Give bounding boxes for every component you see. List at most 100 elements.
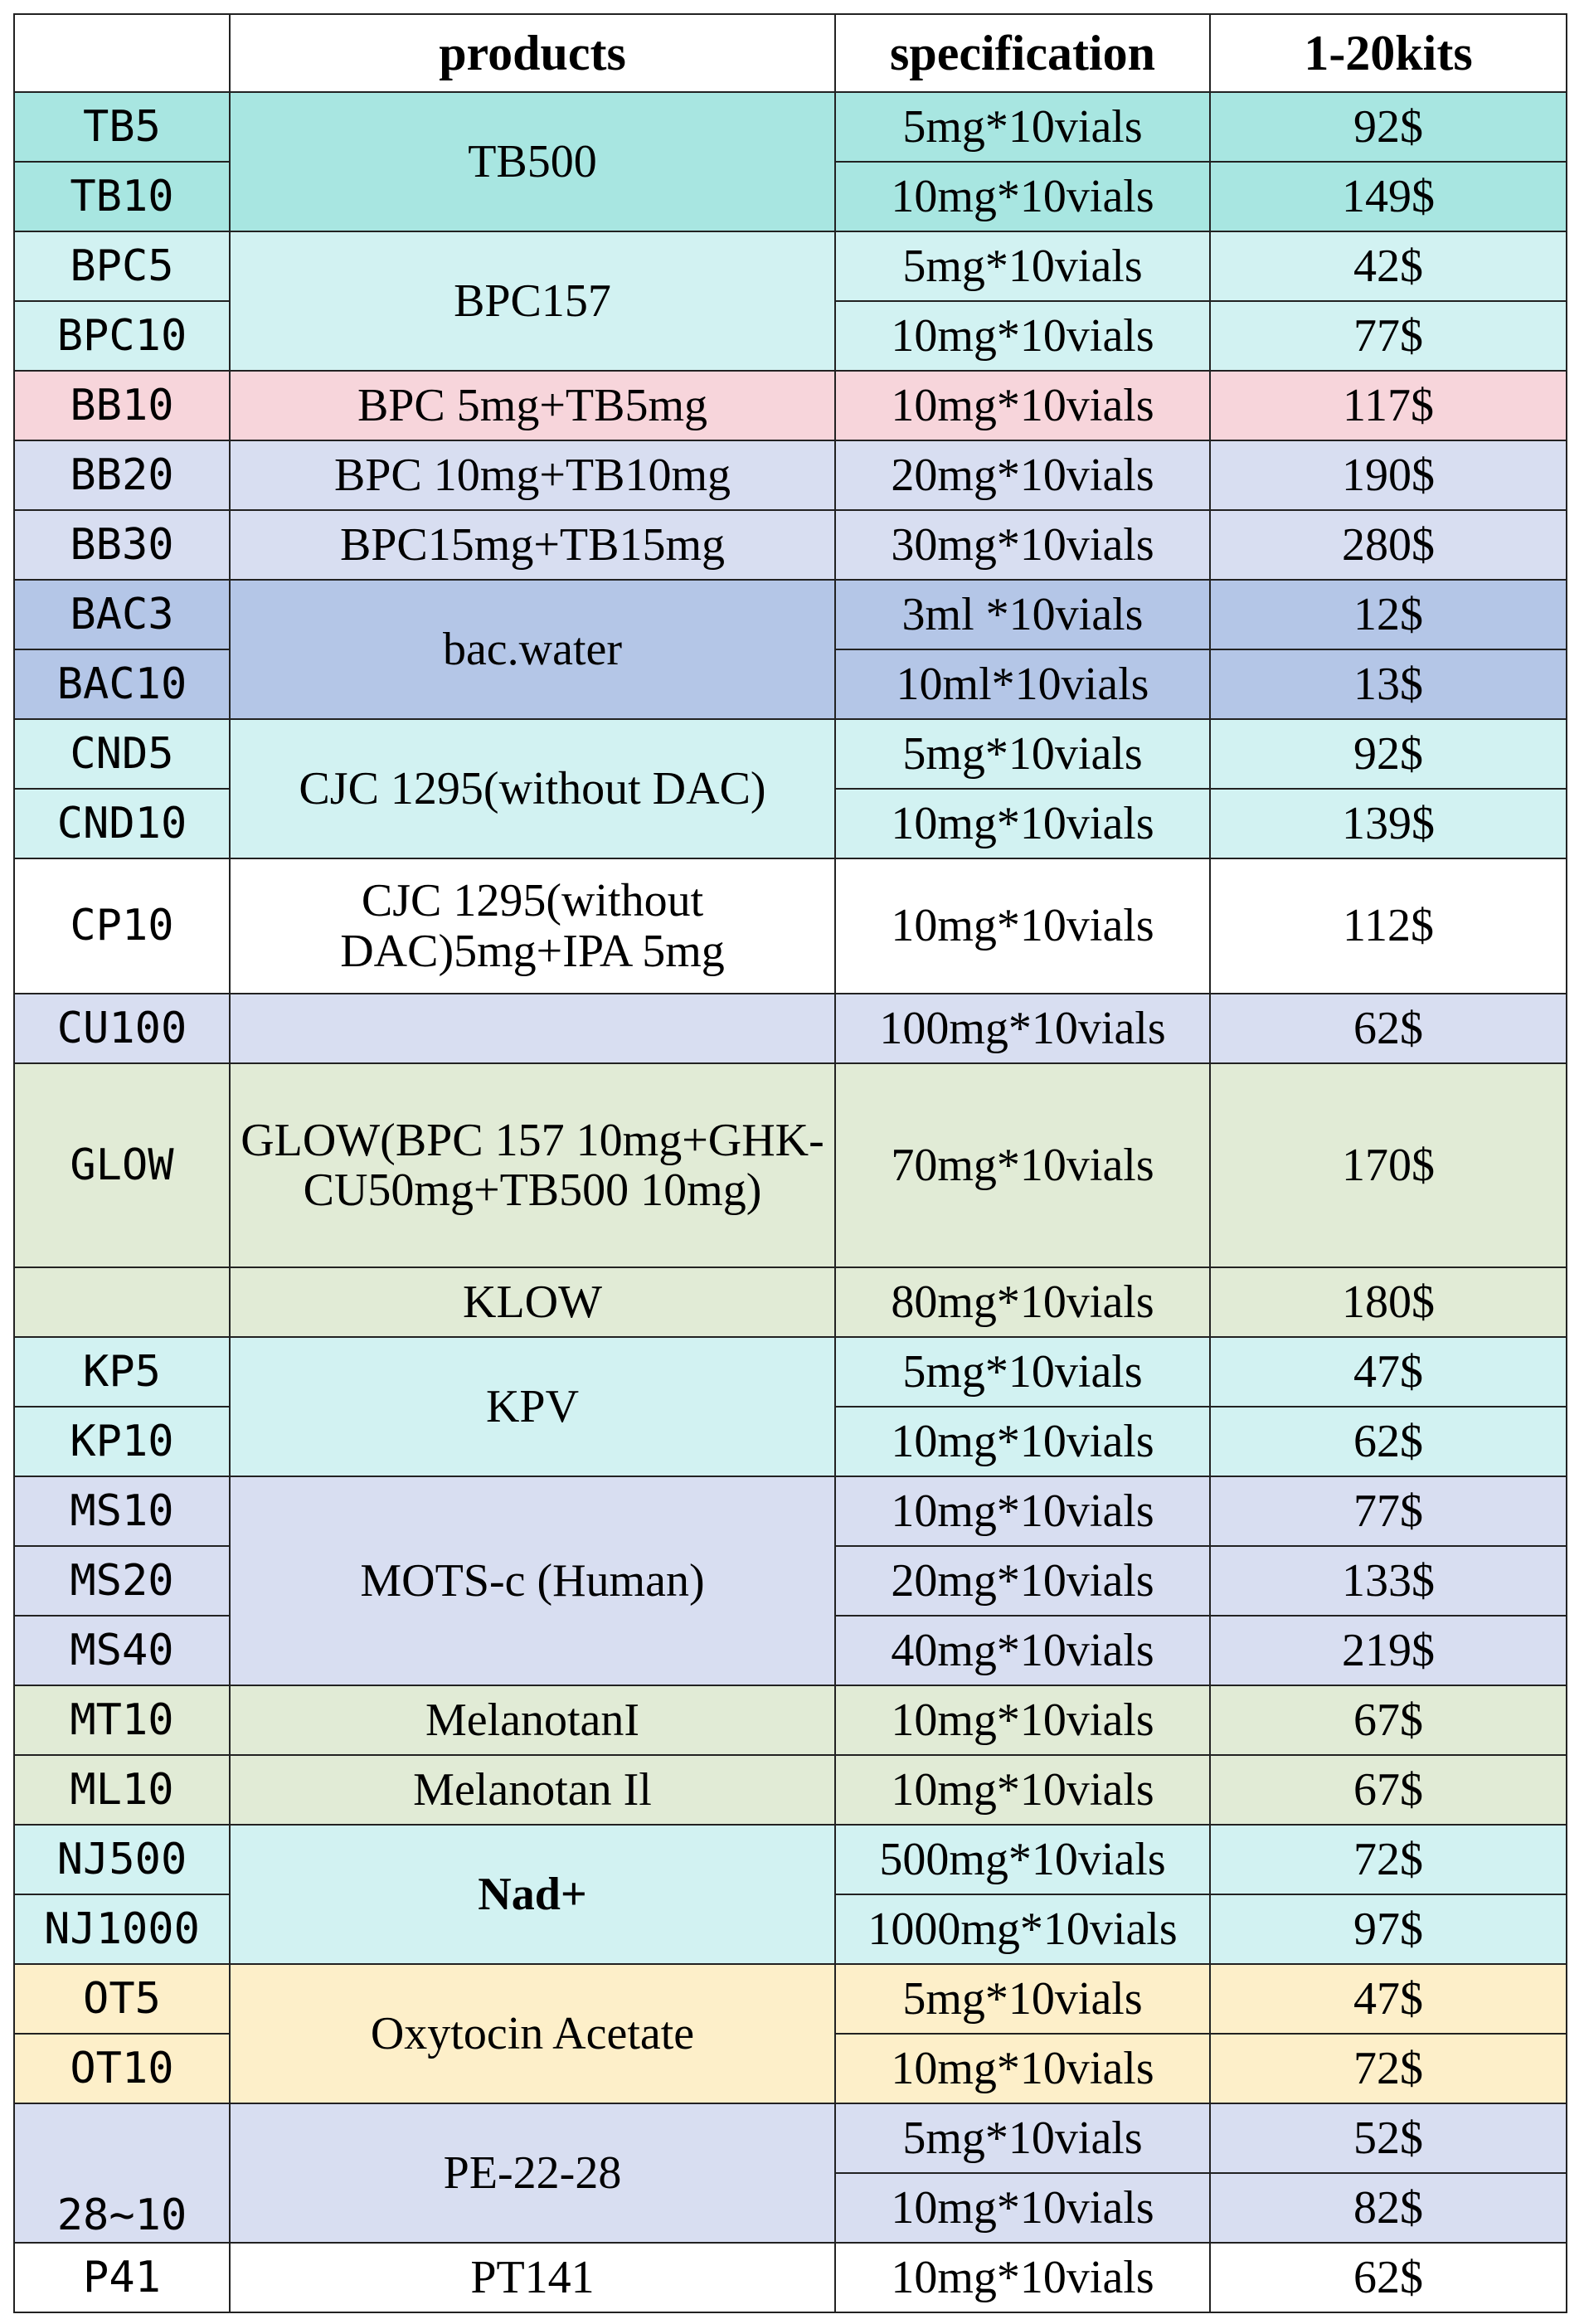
product-name (229, 993, 836, 1064)
specification-cell: 5mg*10vials (834, 1336, 1211, 1408)
product-code: BB30 (13, 509, 231, 581)
product-code: MS10 (13, 1476, 231, 1547)
product-name: BPC 10mg+TB10mg (229, 440, 836, 511)
product-name: KLOW (229, 1267, 836, 1338)
price-cell: 149$ (1209, 161, 1567, 232)
price-cell: 62$ (1209, 1406, 1567, 1477)
product-code: KP10 (13, 1406, 231, 1477)
specification-header: specification (834, 13, 1211, 93)
product-code: GLOW (13, 1062, 231, 1268)
specification-cell: 10ml*10vials (834, 649, 1211, 720)
product-name: PE-22-28 (229, 2103, 836, 2244)
specification-cell: 10mg*10vials (834, 2242, 1211, 2313)
product-code: OT10 (13, 2033, 231, 2104)
specification-cell: 5mg*10vials (834, 91, 1211, 163)
specification-cell: 10mg*10vials (834, 1754, 1211, 1826)
price-cell: 72$ (1209, 1824, 1567, 1895)
price-cell: 52$ (1209, 2103, 1567, 2174)
specification-cell: 5mg*10vials (834, 231, 1211, 302)
product-code: MS40 (13, 1615, 231, 1686)
specification-cell: 10mg*10vials (834, 2033, 1211, 2104)
table-row: P41 PT141 10mg*10vials 62$ (13, 2242, 1567, 2313)
table-row: NJ500 Nad+ 500mg*10vials 72$ (13, 1824, 1567, 1965)
product-code: BAC10 (13, 649, 231, 720)
price-cell: 92$ (1209, 91, 1567, 163)
price-cell: 219$ (1209, 1615, 1567, 1686)
specification-cell: 10mg*10vials (834, 161, 1211, 232)
price-cell: 13$ (1209, 649, 1567, 720)
product-code: BPC5 (13, 231, 231, 302)
specification-cell: 70mg*10vials (834, 1062, 1211, 1268)
product-name: Oxytocin Acetate (229, 1963, 836, 2104)
product-code: BPC10 (13, 300, 231, 372)
table-row: CND5 CJC 1295(without DAC) 5mg*10vials 9… (13, 718, 1567, 859)
product-code: MT10 (13, 1685, 231, 1756)
specification-cell: 500mg*10vials (834, 1824, 1211, 1895)
product-code: ML10 (13, 1754, 231, 1826)
price-cell: 62$ (1209, 2242, 1567, 2313)
product-name: Melanotan Il (229, 1754, 836, 1826)
product-code: BAC3 (13, 579, 231, 650)
price-cell: 42$ (1209, 231, 1567, 302)
product-name: BPC 5mg+TB5mg (229, 370, 836, 441)
product-name: MelanotanI (229, 1685, 836, 1756)
product-code: CND5 (13, 718, 231, 790)
specification-cell: 40mg*10vials (834, 1615, 1211, 1686)
specification-cell: 10mg*10vials (834, 1476, 1211, 1547)
product-name: Nad+ (229, 1824, 836, 1965)
price-cell: 77$ (1209, 1476, 1567, 1547)
product-code: CND10 (13, 788, 231, 859)
price-cell: 82$ (1209, 2172, 1567, 2244)
price-cell: 180$ (1209, 1267, 1567, 1338)
specification-cell: 5mg*10vials (834, 2103, 1211, 2174)
specification-cell: 3ml *10vials (834, 579, 1211, 650)
price-cell: 67$ (1209, 1685, 1567, 1756)
price-cell: 47$ (1209, 1336, 1567, 1408)
specification-cell: 10mg*10vials (834, 2172, 1211, 2244)
header-row: products specification 1-20kits (13, 13, 1567, 93)
specification-cell: 80mg*10vials (834, 1267, 1211, 1338)
product-name: MOTS-c (Human) (229, 1476, 836, 1686)
table-row: KP5 KPV 5mg*10vials 47$ (13, 1336, 1567, 1477)
price-header: 1-20kits (1209, 13, 1567, 93)
product-name: KPV (229, 1336, 836, 1477)
table-row: OT5 Oxytocin Acetate 5mg*10vials 47$ (13, 1963, 1567, 2104)
product-code: CP10 (13, 858, 231, 994)
product-name: CJC 1295(without DAC) (229, 718, 836, 859)
product-name: BPC15mg+TB15mg (229, 509, 836, 581)
table-row: CU100 100mg*10vials 62$ (13, 993, 1567, 1064)
price-cell: 67$ (1209, 1754, 1567, 1826)
product-code: 28~10 (13, 2103, 231, 2244)
product-code: TB10 (13, 161, 231, 232)
product-code: TB5 (13, 91, 231, 163)
price-cell: 190$ (1209, 440, 1567, 511)
table-row: CP10 CJC 1295(without DAC)5mg+IPA 5mg 10… (13, 858, 1567, 994)
price-cell: 47$ (1209, 1963, 1567, 2035)
product-name: TB500 (229, 91, 836, 232)
price-cell: 77$ (1209, 300, 1567, 372)
product-code: MS20 (13, 1545, 231, 1617)
table-row: BB30 BPC15mg+TB15mg 30mg*10vials 280$ (13, 509, 1567, 581)
product-code: NJ1000 (13, 1894, 231, 1965)
product-code: OT5 (13, 1963, 231, 2035)
table-row: BB10 BPC 5mg+TB5mg 10mg*10vials 117$ (13, 370, 1567, 441)
price-cell: 117$ (1209, 370, 1567, 441)
price-cell: 170$ (1209, 1062, 1567, 1268)
specification-cell: 10mg*10vials (834, 1406, 1211, 1477)
price-cell: 62$ (1209, 993, 1567, 1064)
table-row: ML10 Melanotan Il 10mg*10vials 67$ (13, 1754, 1567, 1826)
price-cell: 97$ (1209, 1894, 1567, 1965)
table-row: BPC5 BPC157 5mg*10vials 42$ (13, 231, 1567, 372)
specification-cell: 10mg*10vials (834, 300, 1211, 372)
table-row: MT10 MelanotanI 10mg*10vials 67$ (13, 1685, 1567, 1756)
product-name: CJC 1295(without DAC)5mg+IPA 5mg (229, 858, 836, 994)
specification-cell: 30mg*10vials (834, 509, 1211, 581)
product-code: BB10 (13, 370, 231, 441)
table-row: BAC3 bac.water 3ml *10vials 12$ (13, 579, 1567, 720)
price-cell: 112$ (1209, 858, 1567, 994)
table-row: TB5 TB500 5mg*10vials 92$ (13, 91, 1567, 232)
specification-cell: 10mg*10vials (834, 788, 1211, 859)
table-row: BB20 BPC 10mg+TB10mg 20mg*10vials 190$ (13, 440, 1567, 511)
product-code: KP5 (13, 1336, 231, 1408)
product-code: CU100 (13, 993, 231, 1064)
